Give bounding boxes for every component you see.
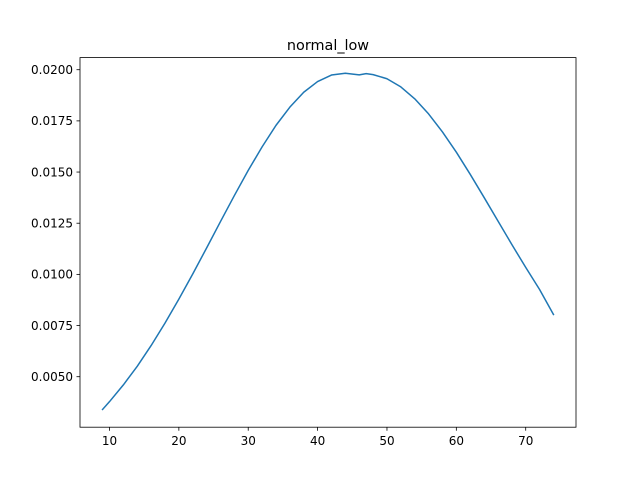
x-tick-label: 40	[310, 434, 325, 448]
series-line-0	[101, 72, 555, 411]
x-tick-label: 70	[518, 434, 533, 448]
x-axis-ticks: 10 20 30 40 50 60 70	[102, 427, 533, 448]
y-tick-label: 0.0050	[31, 370, 73, 384]
x-tick-label: 50	[379, 434, 394, 448]
series-layer	[101, 72, 555, 411]
x-tick-label: 20	[171, 434, 186, 448]
x-tick-label: 30	[241, 434, 256, 448]
chart-title: normal_low	[287, 38, 369, 54]
y-tick-label: 0.0075	[31, 319, 73, 333]
y-tick-label: 0.0200	[31, 63, 73, 77]
x-tick-label: 10	[102, 434, 117, 448]
y-tick-label: 0.0175	[31, 114, 73, 128]
y-axis-ticks: 0.0050 0.0075 0.0100 0.0125 0.0150 0.0175 0.02…	[31, 63, 80, 384]
y-tick-label: 0.0150	[31, 165, 73, 179]
x-tick-label: 60	[449, 434, 464, 448]
y-tick-label: 0.0125	[31, 217, 73, 231]
y-tick-label: 0.0100	[31, 268, 73, 282]
plot-frame	[79, 57, 577, 428]
